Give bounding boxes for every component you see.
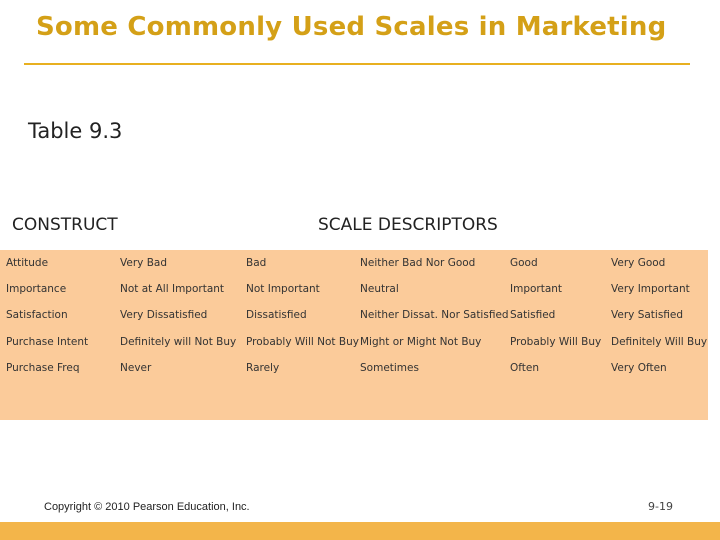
descriptor-cell: Very Often: [611, 362, 667, 374]
descriptor-cell: Very Dissatisfied: [120, 309, 208, 321]
bottom-accent-bar: [0, 522, 720, 540]
descriptor-cell: Rarely: [246, 362, 280, 374]
descriptor-cell: Probably Will Not Buy: [246, 336, 359, 348]
construct-cell: Importance: [6, 283, 67, 295]
descriptor-cell: Neither Dissat. Nor Satisfied: [360, 309, 509, 321]
descriptor-cell: Very Good: [611, 257, 666, 269]
scale-descriptors-header: SCALE DESCRIPTORS: [318, 215, 498, 235]
construct-cell: Purchase Freq: [6, 362, 80, 374]
construct-cell: Purchase Intent: [6, 336, 89, 348]
descriptor-cell: Often: [510, 362, 540, 374]
table-row: Attitude Very Bad Bad Neither Bad Nor Go…: [0, 257, 708, 277]
table-row: Importance Not at All Important Not Impo…: [0, 283, 708, 303]
construct-header: CONSTRUCT: [12, 215, 118, 235]
descriptor-cell: Satisfied: [510, 309, 556, 321]
copyright-notice: Copyright © 2010 Pearson Education, Inc.: [44, 501, 250, 513]
descriptor-cell: Might or Might Not Buy: [360, 336, 482, 348]
construct-cell: Satisfaction: [6, 309, 68, 321]
slide-title: Some Commonly Used Scales in Marketing: [36, 12, 667, 42]
table-row: Purchase Intent Definitely will Not Buy …: [0, 336, 708, 356]
table-caption: Table 9.3: [28, 119, 123, 143]
descriptor-cell: Dissatisfied: [246, 309, 307, 321]
descriptor-cell: Good: [510, 257, 538, 269]
descriptor-cell: Never: [120, 362, 152, 374]
table-row: Satisfaction Very Dissatisfied Dissatisf…: [0, 309, 708, 329]
title-divider: [24, 63, 690, 65]
descriptor-cell: Probably Will Buy: [510, 336, 602, 348]
descriptor-cell: Neither Bad Nor Good: [360, 257, 476, 269]
descriptor-cell: Very Important: [611, 283, 690, 295]
descriptor-cell: Very Bad: [120, 257, 167, 269]
scales-table: Attitude Very Bad Bad Neither Bad Nor Go…: [0, 250, 708, 420]
construct-cell: Attitude: [6, 257, 49, 269]
descriptor-cell: Not Important: [246, 283, 320, 295]
table-row: Purchase Freq Never Rarely Sometimes Oft…: [0, 362, 708, 382]
descriptor-cell: Important: [510, 283, 563, 295]
page-number: 9-19: [648, 500, 673, 513]
descriptor-cell: Bad: [246, 257, 267, 269]
descriptor-cell: Definitely will Not Buy: [120, 336, 237, 348]
descriptor-cell: Definitely Will Buy: [611, 336, 708, 348]
descriptor-cell: Neutral: [360, 283, 399, 295]
descriptor-cell: Very Satisfied: [611, 309, 684, 321]
descriptor-cell: Not at All Important: [120, 283, 225, 295]
descriptor-cell: Sometimes: [360, 362, 419, 374]
